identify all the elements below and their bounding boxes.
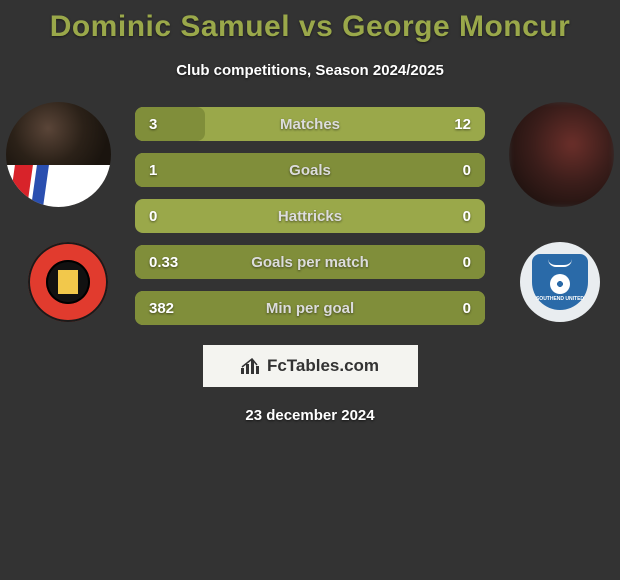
club-right-crest: SOUTHEND UNITED <box>520 242 600 322</box>
stat-label: Goals <box>215 162 405 179</box>
stat-right-value: 12 <box>405 116 485 133</box>
watermark-text: FcTables.com <box>267 356 379 376</box>
stat-right-value: 0 <box>405 254 485 271</box>
stat-right-value: 0 <box>405 208 485 225</box>
date-text: 23 december 2024 <box>0 407 620 424</box>
stat-label: Goals per match <box>215 254 405 271</box>
stat-bar-hattricks: 0 Hattricks 0 <box>135 199 485 233</box>
stat-bar-min-per-goal: 382 Min per goal 0 <box>135 291 485 325</box>
stat-left-value: 0 <box>135 208 215 225</box>
comparison-panel: SOUTHEND UNITED 3 Matches 12 1 Goals 0 0… <box>0 107 620 424</box>
subtitle: Club competitions, Season 2024/2025 <box>0 62 620 79</box>
stat-label: Hattricks <box>215 208 405 225</box>
stat-bars: 3 Matches 12 1 Goals 0 0 Hattricks 0 0.3… <box>135 107 485 325</box>
watermark: FcTables.com <box>203 345 418 387</box>
stat-label: Matches <box>215 116 405 133</box>
player-right-avatar <box>509 102 614 207</box>
stat-bar-matches: 3 Matches 12 <box>135 107 485 141</box>
stat-right-value: 0 <box>405 162 485 179</box>
stat-right-value: 0 <box>405 300 485 317</box>
stat-left-value: 3 <box>135 116 215 133</box>
stat-label: Min per goal <box>215 300 405 317</box>
bar-chart-icon <box>241 358 261 374</box>
stat-left-value: 1 <box>135 162 215 179</box>
player-left-avatar <box>6 102 111 207</box>
stat-bar-goals: 1 Goals 0 <box>135 153 485 187</box>
page-title: Dominic Samuel vs George Moncur <box>0 0 620 44</box>
stat-left-value: 0.33 <box>135 254 215 271</box>
stat-bar-goals-per-match: 0.33 Goals per match 0 <box>135 245 485 279</box>
stat-left-value: 382 <box>135 300 215 317</box>
club-left-crest <box>28 242 108 322</box>
